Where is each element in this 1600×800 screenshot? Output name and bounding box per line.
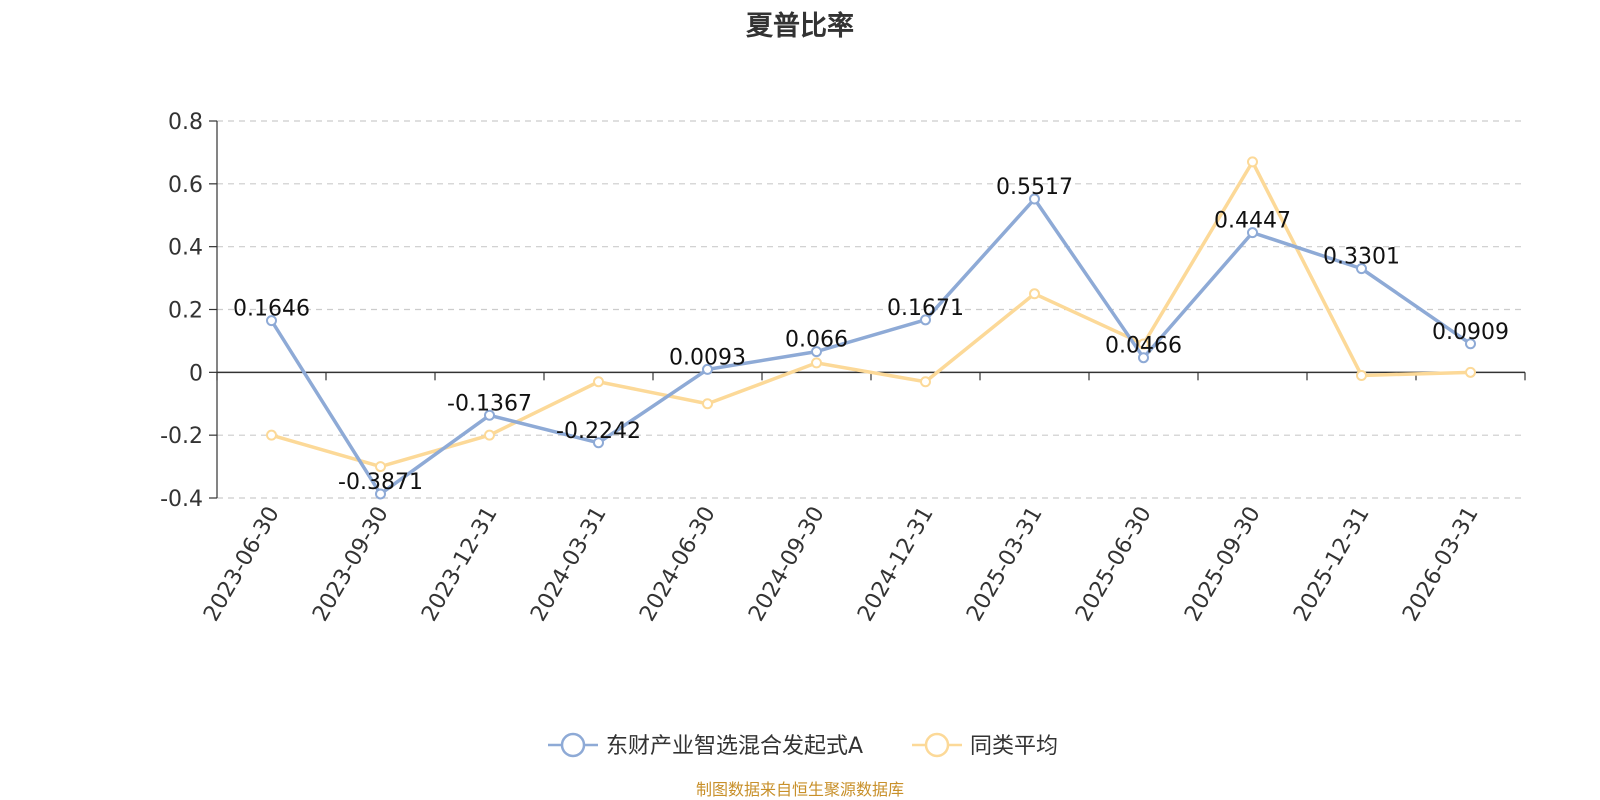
data-point[interactable]: [920, 314, 931, 326]
data-point[interactable]: [1247, 156, 1258, 168]
data-point[interactable]: [702, 363, 713, 375]
x-tick-label: 2024-12-31: [853, 503, 939, 626]
x-tick-label: 2023-09-30: [308, 503, 394, 626]
y-tick-label: -0.2: [160, 424, 203, 449]
x-tick-label: 2026-03-31: [1398, 503, 1484, 626]
data-label: 0.3301: [1323, 245, 1400, 270]
data-point[interactable]: [266, 315, 277, 327]
x-tick-label: 2023-12-31: [417, 503, 503, 626]
chart-title: 夏普比率: [746, 11, 854, 42]
data-label: -0.3871: [338, 470, 423, 495]
data-label: -0.1367: [447, 391, 532, 416]
x-tick-label: 2025-03-31: [962, 503, 1048, 626]
data-point[interactable]: [266, 429, 277, 441]
y-tick-label: 0.2: [168, 299, 203, 324]
legend-marker-icon: [560, 732, 586, 758]
series-line: [271, 160, 1471, 469]
data-point[interactable]: [1138, 352, 1149, 364]
data-point[interactable]: [1029, 288, 1040, 300]
data-label: 0.0466: [1105, 334, 1182, 359]
data-point[interactable]: [1138, 338, 1149, 350]
legend[interactable]: 东财产业智选混合发起式A 同类平均: [548, 732, 1058, 759]
data-point[interactable]: [375, 461, 386, 473]
x-tick-label: 2024-06-30: [635, 503, 721, 626]
data-point[interactable]: [1356, 369, 1367, 381]
x-tick-label: 2024-03-31: [526, 503, 612, 626]
data-point[interactable]: [593, 437, 604, 449]
legend-label: 东财产业智选混合发起式A: [606, 734, 863, 759]
data-label: 0.5517: [996, 175, 1073, 200]
data-point[interactable]: [1465, 366, 1476, 378]
data-point[interactable]: [593, 376, 604, 388]
x-tick-label: 2025-12-31: [1289, 503, 1375, 626]
data-label: 0.1671: [887, 296, 964, 321]
legend-label: 同类平均: [970, 734, 1058, 759]
legend-item[interactable]: 东财产业智选混合发起式A: [548, 732, 863, 759]
y-tick-label: 0.8: [168, 110, 203, 135]
x-tick-label: 2024-09-30: [744, 503, 830, 626]
data-point[interactable]: [375, 488, 386, 500]
legend-item[interactable]: 同类平均: [912, 732, 1058, 759]
data-label: 0.0093: [669, 345, 746, 370]
series-line: [270, 197, 1472, 496]
y-tick-label: 0: [189, 361, 203, 386]
data-point[interactable]: [484, 429, 495, 441]
source-note: 制图数据来自恒生聚源数据库: [695, 780, 904, 799]
x-tick-label: 2023-06-30: [199, 503, 285, 626]
grid-lines: [217, 120, 1525, 499]
y-tick-label: -0.4: [160, 487, 203, 512]
data-label: 0.4447: [1214, 209, 1291, 234]
legend-marker-icon: [924, 732, 950, 758]
x-tick-label: 2025-06-30: [1071, 503, 1157, 626]
y-tick-label: 0.4: [168, 236, 203, 261]
y-tick-label: 0.6: [168, 173, 203, 198]
data-point[interactable]: [811, 346, 822, 358]
data-point[interactable]: [920, 376, 931, 388]
series-lines: [266, 156, 1476, 500]
data-point[interactable]: [1465, 338, 1476, 350]
data-label: 0.066: [785, 328, 848, 353]
data-label: 0.1646: [233, 297, 310, 322]
data-point[interactable]: [484, 409, 495, 421]
data-point[interactable]: [811, 357, 822, 369]
data-label: -0.2242: [556, 419, 641, 444]
data-point[interactable]: [1029, 193, 1040, 205]
data-label: 0.0909: [1432, 320, 1509, 345]
data-labels: 0.1646 -0.3871 -0.1367 -0.2242 0.0093 0.066 0.…: [233, 175, 1509, 495]
data-point[interactable]: [1356, 263, 1367, 275]
data-point[interactable]: [1247, 227, 1258, 239]
x-tick-label: 2025-09-30: [1180, 503, 1266, 626]
data-point[interactable]: [702, 398, 713, 410]
